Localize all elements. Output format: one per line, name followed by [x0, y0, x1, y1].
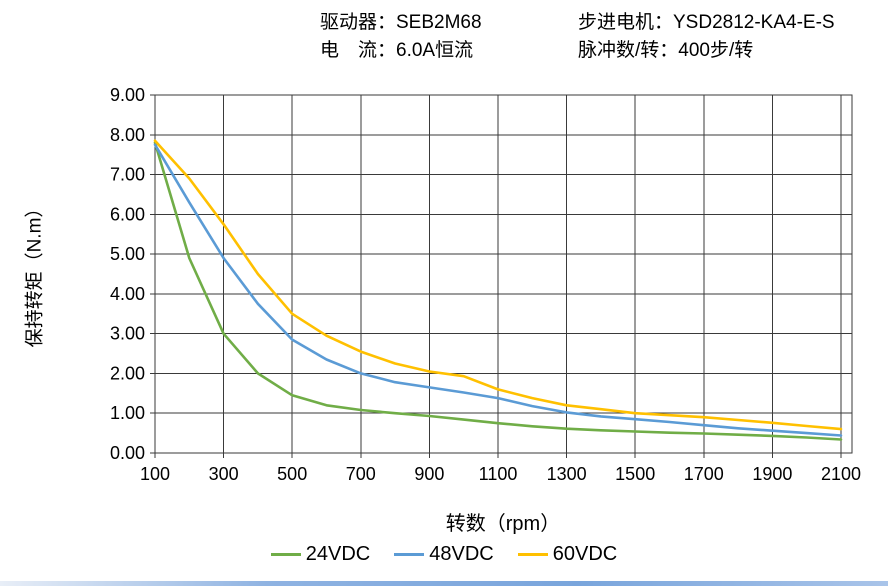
x-tick-label: 1900: [752, 464, 792, 484]
x-axis-title: 转数（rpm）: [445, 513, 561, 535]
plot-border: [154, 94, 853, 454]
x-tick-label: 700: [346, 464, 376, 484]
legend-item-60VDC: 60VDC: [517, 543, 618, 566]
series-line-48VDC: [153, 143, 843, 437]
y-tick-label: 3.00: [110, 324, 145, 344]
window-bottom-border: [0, 581, 888, 586]
y-tick-label: 4.00: [110, 284, 145, 304]
y-tick-label: 7.00: [110, 165, 145, 185]
legend-swatch-48VDC: [394, 553, 425, 556]
series-line-60VDC: [153, 139, 843, 431]
driver-label: 驱动器：SEB2M68: [320, 12, 482, 33]
x-tick-label: 100: [140, 464, 170, 484]
y-tick-label: 5.00: [110, 244, 145, 264]
x-tick-label: 1500: [615, 464, 655, 484]
x-tick-label: 1300: [547, 464, 587, 484]
legend-label: 48VDC: [429, 543, 494, 565]
pulses-label: 脉冲数/转：400步/转: [578, 40, 754, 61]
x-tick-label: 2100: [821, 464, 861, 484]
legend-item-48VDC: 48VDC: [394, 543, 494, 566]
x-tick-label: 500: [277, 464, 307, 484]
y-tick-label: 9.00: [110, 85, 145, 105]
legend-swatch-60VDC: [517, 553, 548, 556]
y-tick-label: 0.00: [110, 443, 145, 463]
x-tick-label: 1100: [479, 464, 518, 484]
x-tick-label: 900: [414, 464, 444, 484]
current-label: 电 流：6.0A恒流: [320, 40, 474, 61]
y-axis-title: 保持转矩（N.m）: [24, 198, 46, 348]
legend-swatch-24VDC: [270, 553, 301, 556]
legend-item-24VDC: 24VDC: [270, 543, 371, 566]
y-tick-label: 2.00: [110, 363, 145, 383]
legend-label: 24VDC: [305, 543, 371, 565]
y-tick-label: 8.00: [110, 125, 145, 145]
x-tick-label: 300: [209, 464, 239, 484]
y-tick-label: 1.00: [110, 403, 145, 423]
y-tick-label: 6.00: [110, 204, 145, 224]
series-line-24VDC: [153, 141, 843, 441]
legend: 24VDC 48VDC 60VDC: [0, 543, 888, 566]
motor-label: 步进电机：YSD2812-KA4-E-S: [578, 12, 835, 33]
x-tick-label: 1700: [684, 464, 724, 484]
legend-label: 60VDC: [552, 543, 618, 565]
